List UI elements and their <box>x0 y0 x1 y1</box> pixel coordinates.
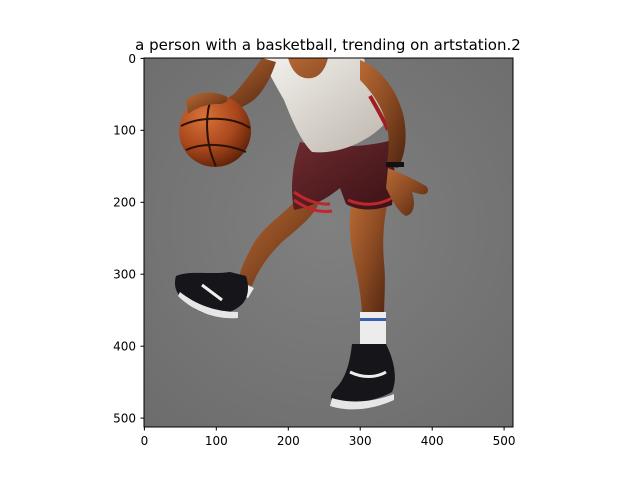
basketball <box>179 92 251 167</box>
y-tick-label: 500 <box>113 412 136 426</box>
y-tick-label: 200 <box>113 196 136 210</box>
shorts <box>292 140 395 210</box>
y-tick-label: 300 <box>113 268 136 282</box>
y-tick-label: 0 <box>128 52 136 66</box>
y-axis: 0 100 200 300 400 500 <box>113 52 144 426</box>
y-tick-label: 400 <box>113 340 136 354</box>
x-tick-label: 400 <box>421 434 444 448</box>
axes-frame <box>143 57 514 428</box>
plot-title: a person with a basketball, trending on … <box>135 36 521 54</box>
x-tick-label: 200 <box>277 434 300 448</box>
basketball-player <box>174 58 428 410</box>
x-tick-label: 0 <box>141 434 149 448</box>
right-shoe <box>330 344 395 404</box>
y-tick-label: 100 <box>113 124 136 138</box>
x-axis: 0 100 200 300 400 500 <box>141 427 516 448</box>
x-tick-label: 500 <box>493 434 516 448</box>
x-tick-label: 300 <box>349 434 372 448</box>
photo <box>144 58 513 427</box>
jersey <box>262 58 388 153</box>
x-tick-label: 100 <box>205 434 228 448</box>
